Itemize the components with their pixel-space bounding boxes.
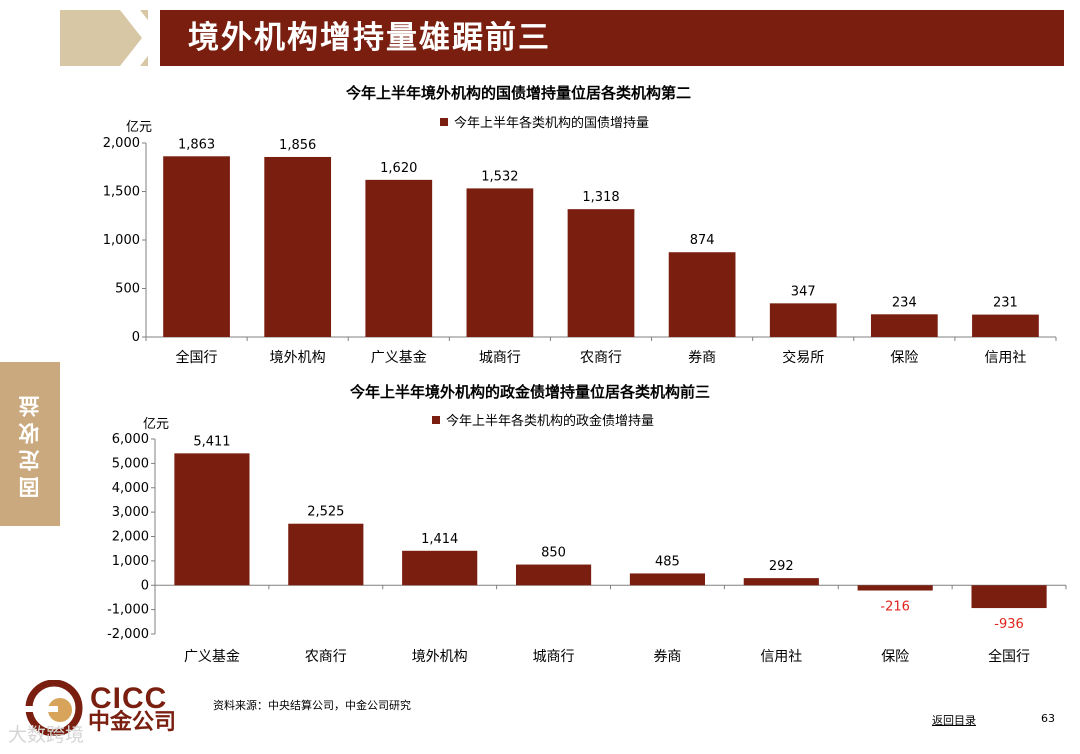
chart2-y-tick-label: 5,000 <box>112 456 149 471</box>
chart1-category-label: 交易所 <box>782 349 824 366</box>
chart1-y-tick-label: 1,500 <box>103 185 140 200</box>
chart1-category-label: 农商行 <box>580 350 622 366</box>
chart1-bar <box>264 156 332 337</box>
chart2-category-label: 信用社 <box>760 649 802 665</box>
chart2-bar <box>971 585 1047 609</box>
chart2-y-tick-label: -1,000 <box>107 603 149 618</box>
chart2-bar <box>629 573 706 586</box>
chart1-data-label: 874 <box>690 233 715 248</box>
chart1-legend-swatch <box>440 117 448 126</box>
chart2-category-label: 广义基金 <box>184 648 240 665</box>
chart1-bar <box>668 252 736 337</box>
chart1-category-label: 城商行 <box>479 350 521 366</box>
chart1-legend-label: 今年上半年各类机构的国债增持量 <box>454 116 650 131</box>
chart1-y-tick-label: 1,000 <box>103 233 140 248</box>
chart1-category-label: 信用社 <box>984 350 1026 366</box>
chart2-data-label: 5,411 <box>193 434 230 449</box>
chart2-y-unit-label: 亿元 <box>143 417 169 432</box>
chart2-data-label: 485 <box>655 554 680 569</box>
chart2-data-label: -216 <box>880 600 910 615</box>
chart1-bar <box>769 303 837 337</box>
chart2-category-label: 全国行 <box>988 648 1030 665</box>
chart2-data-label: 2,525 <box>307 505 344 520</box>
chart2-legend: 今年上半年各类机构的政金债增持量 <box>432 410 654 429</box>
chart2-bar <box>288 523 364 586</box>
back-to-contents-link[interactable]: 返回目录 <box>932 714 976 727</box>
chart2-category-label: 保险 <box>881 649 909 665</box>
chart1-legend: 今年上半年各类机构的国债增持量 <box>440 112 649 131</box>
chart1-data-label: 1,318 <box>582 190 619 205</box>
chart1-category-label: 券商 <box>688 350 716 366</box>
chart1-y-unit-label: 亿元 <box>126 120 152 135</box>
chart2-data-label: -936 <box>994 617 1024 632</box>
chart1-bar <box>870 314 938 337</box>
chart2-category-label: 农商行 <box>305 649 347 665</box>
chart2-bar <box>402 550 478 586</box>
chart1-title: 今年上半年境外机构的国债增持量位居各类机构第二 <box>346 84 692 102</box>
section-tab[interactable]: 固定收益 <box>0 362 60 526</box>
chart2-bar <box>743 578 819 586</box>
chart2-category-label: 券商 <box>653 649 681 665</box>
page-number: 63 <box>1041 712 1055 725</box>
chart2-bar <box>515 564 592 586</box>
chart2-bar <box>857 585 933 591</box>
cicc-logo-icon <box>18 680 83 736</box>
chart1-category-label: 境外机构 <box>270 350 326 366</box>
chart2-y-tick-label: -2,000 <box>107 627 149 642</box>
chart1-bar <box>567 209 635 337</box>
chart1-bar <box>163 156 230 337</box>
chart1-data-label: 1,863 <box>178 137 215 152</box>
chart1-category-label: 保险 <box>890 350 918 366</box>
chart2-category-label: 城商行 <box>533 649 575 665</box>
chart2-data-label: 1,414 <box>421 532 458 547</box>
chart1-bar <box>466 188 534 337</box>
chart2-legend-label: 今年上半年各类机构的政金债增持量 <box>446 414 655 429</box>
logo-text-en: CICC <box>90 682 168 715</box>
watermark-text: 大数跨境 <box>8 724 85 746</box>
header-bar <box>160 10 1064 66</box>
chart1-data-label: 347 <box>791 284 816 299</box>
chart1-category-label: 全国行 <box>176 349 218 366</box>
page-title: 境外机构增持量雄踞前三 <box>188 20 551 56</box>
chart2-y-tick-label: 0 <box>141 578 149 593</box>
chart2-category-label: 境外机构 <box>412 649 468 665</box>
chart2-y-tick-label: 6,000 <box>112 432 149 447</box>
chart2-data-label: 292 <box>769 559 794 574</box>
chart1-category-label: 广义基金 <box>371 349 427 366</box>
chart2-legend-swatch <box>432 415 440 424</box>
logo-text-cn: 中金公司 <box>88 709 177 734</box>
chart1-data-label: 1,532 <box>481 169 518 184</box>
chart2-y-tick-label: 4,000 <box>112 481 149 496</box>
chart1-data-label: 1,620 <box>380 161 417 176</box>
chart1-y-tick-label: 2,000 <box>103 136 140 151</box>
chart2-data-label: 850 <box>541 546 566 561</box>
chart2-bar <box>174 453 250 586</box>
chart2-y-tick-label: 2,000 <box>112 530 149 545</box>
chart1-bar <box>972 314 1039 337</box>
chart2-y-tick-label: 3,000 <box>112 505 149 520</box>
chart1-data-label: 1,856 <box>279 138 316 153</box>
chart2-title: 今年上半年境外机构的政金债增持量位居各类机构前三 <box>350 383 711 401</box>
chart1-bar <box>365 179 433 337</box>
header-chevron-icon <box>120 10 162 66</box>
chart1-y-tick-label: 0 <box>132 330 140 345</box>
chart1-y-tick-label: 500 <box>115 282 140 297</box>
chart1-data-label: 231 <box>993 296 1018 311</box>
chart1-data-label: 234 <box>892 295 917 310</box>
chart2-y-tick-label: 1,000 <box>112 554 149 569</box>
source-note: 资料来源：中央结算公司，中金公司研究 <box>213 699 411 712</box>
